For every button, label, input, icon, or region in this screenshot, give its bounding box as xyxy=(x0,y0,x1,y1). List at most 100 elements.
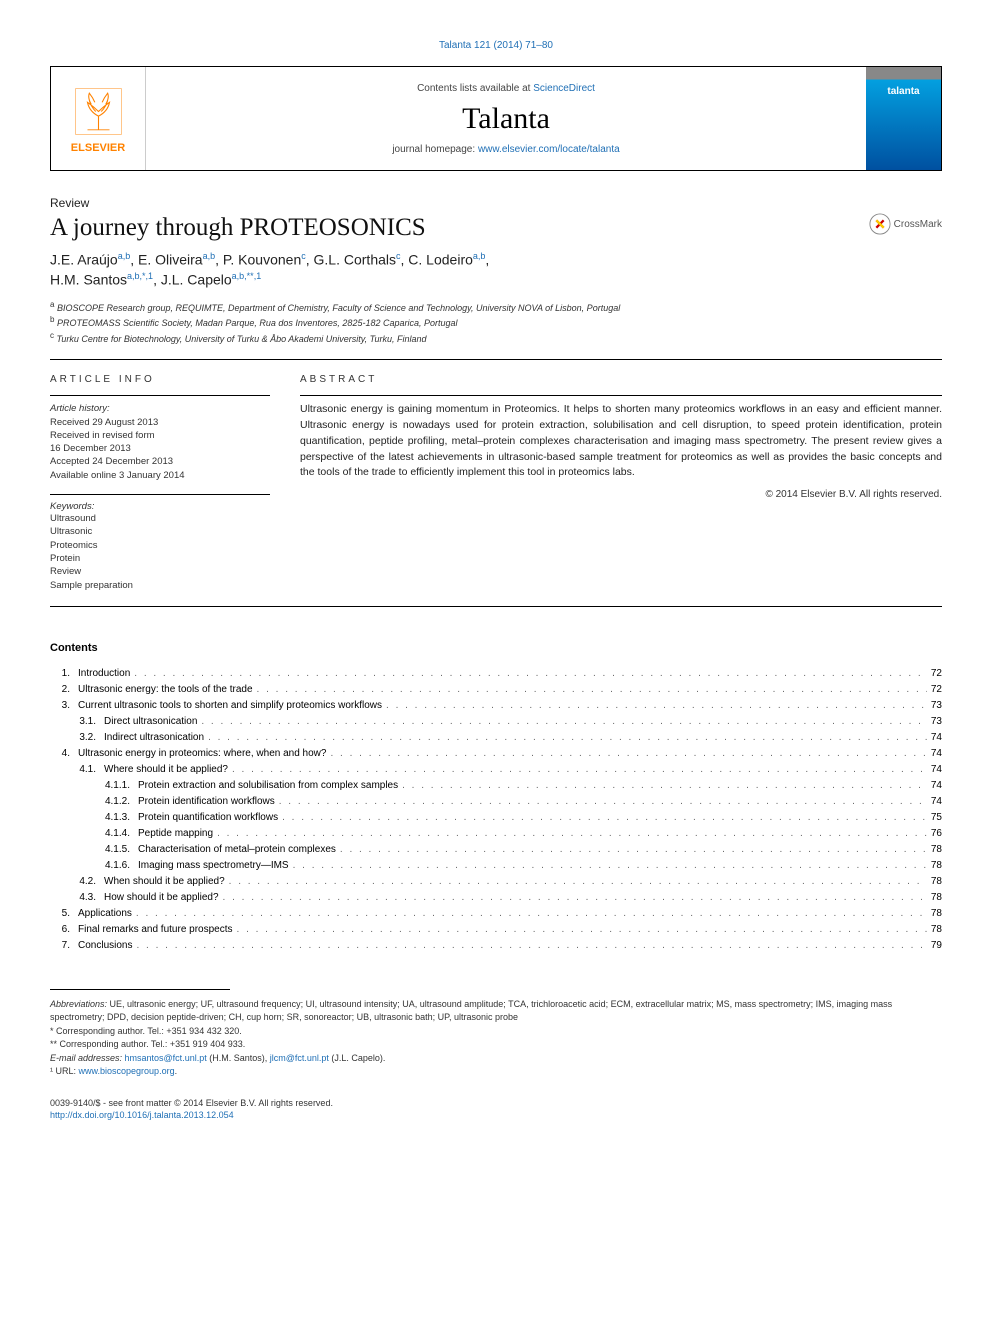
article-title: A journey through PROTEOSONICS xyxy=(50,214,942,242)
toc-title[interactable]: Direct ultrasonication xyxy=(104,714,197,730)
history-accepted: Accepted 24 December 2013 xyxy=(50,455,270,468)
author-6-aff[interactable]: a,b,*,1 xyxy=(127,271,153,281)
toc-title[interactable]: Conclusions xyxy=(78,938,132,954)
citation-link[interactable]: Talanta 121 (2014) 71–80 xyxy=(439,40,553,51)
toc-title[interactable]: Introduction xyxy=(78,666,130,682)
toc-page: 72 xyxy=(927,666,942,682)
toc-num: 4.1.1. xyxy=(50,778,138,794)
elsevier-tree-icon xyxy=(71,84,126,139)
contents-line: Contents lists available at ScienceDirec… xyxy=(146,83,866,94)
keyword-1: Ultrasound xyxy=(50,512,270,525)
contents-prefix: Contents lists available at xyxy=(417,83,533,94)
toc-title[interactable]: Ultrasonic energy: the tools of the trad… xyxy=(78,682,253,698)
author-5-aff[interactable]: a,b xyxy=(473,251,486,261)
toc-title[interactable]: Protein identification workflows xyxy=(138,794,275,810)
author-7-aff[interactable]: a,b,**,1 xyxy=(232,271,262,281)
keyword-6: Sample preparation xyxy=(50,579,270,592)
toc-page: 74 xyxy=(927,762,942,778)
toc-num: 5. xyxy=(50,906,78,922)
toc-row: 3.Current ultrasonic tools to shorten an… xyxy=(50,698,942,714)
toc-dots: . . . . . . . . . . . . . . . . . . . . … xyxy=(132,906,927,922)
toc-title[interactable]: Imaging mass spectrometry—IMS xyxy=(138,858,289,874)
author-2-aff[interactable]: a,b xyxy=(203,251,216,261)
toc-title[interactable]: Current ultrasonic tools to shorten and … xyxy=(78,698,382,714)
toc-title[interactable]: Protein quantification workflows xyxy=(138,810,278,826)
author-7: , J.L. Capelo xyxy=(153,272,232,288)
table-of-contents: 1.Introduction . . . . . . . . . . . . . … xyxy=(50,666,942,954)
toc-title[interactable]: Final remarks and future prospects xyxy=(78,922,233,938)
toc-title[interactable]: How should it be applied? xyxy=(104,890,219,906)
toc-row: 2.Ultrasonic energy: the tools of the tr… xyxy=(50,682,942,698)
url-label: ¹ URL: xyxy=(50,1066,79,1076)
abbrev-text: UE, ultrasonic energy; UF, ultrasound fr… xyxy=(50,999,892,1023)
divider-top xyxy=(50,359,942,360)
toc-num: 7. xyxy=(50,938,78,954)
affiliation-a: BIOSCOPE Research group, REQUIMTE, Depar… xyxy=(57,303,620,313)
sciencedirect-link[interactable]: ScienceDirect xyxy=(533,83,595,94)
toc-page: 74 xyxy=(927,794,942,810)
abbrev-label: Abbreviations: xyxy=(50,999,107,1009)
toc-page: 79 xyxy=(927,938,942,954)
doi-link[interactable]: http://dx.doi.org/10.1016/j.talanta.2013… xyxy=(50,1110,234,1120)
publisher-name: ELSEVIER xyxy=(71,142,125,154)
citation: Talanta 121 (2014) 71–80 xyxy=(50,40,942,51)
email-link-2[interactable]: jlcm@fct.unl.pt xyxy=(270,1053,329,1063)
toc-dots: . . . . . . . . . . . . . . . . . . . . … xyxy=(213,826,927,842)
crossmark-badge[interactable]: CrossMark xyxy=(869,213,942,235)
crossmark-icon xyxy=(869,213,891,235)
url-link[interactable]: www.bioscopegroup.org xyxy=(79,1066,175,1076)
abstract-divider xyxy=(300,395,942,396)
toc-row: 4.1.1.Protein extraction and solubilisat… xyxy=(50,778,942,794)
abstract-col: abstract Ultrasonic energy is gaining mo… xyxy=(300,374,942,592)
toc-title[interactable]: Peptide mapping xyxy=(138,826,213,842)
toc-num: 4.1.2. xyxy=(50,794,138,810)
toc-row: 3.2.Indirect ultrasonication. . . . . . … xyxy=(50,730,942,746)
email-label: E-mail addresses: xyxy=(50,1053,125,1063)
toc-title[interactable]: Characterisation of metal–protein comple… xyxy=(138,842,336,858)
toc-page: 78 xyxy=(927,906,942,922)
toc-title[interactable]: Protein extraction and solubilisation fr… xyxy=(138,778,398,794)
journal-header: ELSEVIER Contents lists available at Sci… xyxy=(50,66,942,171)
toc-num: 4.3. xyxy=(50,890,104,906)
keywords-divider xyxy=(50,494,270,495)
toc-dots: . . . . . . . . . . . . . . . . . . . . … xyxy=(132,938,926,954)
toc-title[interactable]: When should it be applied? xyxy=(104,874,225,890)
toc-num: 6. xyxy=(50,922,78,938)
divider-bottom xyxy=(50,606,942,607)
footer-bottom: 0039-9140/$ - see front matter © 2014 El… xyxy=(50,1097,942,1122)
toc-dots: . . . . . . . . . . . . . . . . . . . . … xyxy=(275,794,927,810)
homepage-link[interactable]: www.elsevier.com/locate/talanta xyxy=(478,144,620,155)
toc-dots: . . . . . . . . . . . . . . . . . . . . … xyxy=(233,922,927,938)
affiliation-c: Turku Centre for Biotechnology, Universi… xyxy=(57,334,427,344)
toc-title[interactable]: Where should it be applied? xyxy=(104,762,228,778)
toc-dots: . . . . . . . . . . . . . . . . . . . . … xyxy=(225,874,927,890)
toc-dots: . . . . . . . . . . . . . . . . . . . . … xyxy=(382,698,927,714)
journal-header-center: Contents lists available at ScienceDirec… xyxy=(146,67,866,170)
toc-dots: . . . . . . . . . . . . . . . . . . . . … xyxy=(197,714,927,730)
toc-title[interactable]: Applications xyxy=(78,906,132,922)
toc-num: 3.2. xyxy=(50,730,104,746)
toc-title[interactable]: Ultrasonic energy in proteomics: where, … xyxy=(78,746,326,762)
toc-dots: . . . . . . . . . . . . . . . . . . . . … xyxy=(398,778,927,794)
author-1-aff[interactable]: a,b xyxy=(118,251,131,261)
toc-num: 4.2. xyxy=(50,874,104,890)
toc-num: 4.1.4. xyxy=(50,826,138,842)
history-received: Received 29 August 2013 xyxy=(50,416,270,429)
footer-text: Abbreviations: UE, ultrasonic energy; UF… xyxy=(50,998,942,1079)
author-sep: , xyxy=(485,252,489,268)
toc-title[interactable]: Indirect ultrasonication xyxy=(104,730,204,746)
toc-page: 73 xyxy=(927,698,942,714)
url-suffix: . xyxy=(175,1066,178,1076)
toc-row: 4.1.4.Peptide mapping. . . . . . . . . .… xyxy=(50,826,942,842)
toc-dots: . . . . . . . . . . . . . . . . . . . . … xyxy=(326,746,926,762)
toc-page: 74 xyxy=(927,746,942,762)
email-link-1[interactable]: hmsantos@fct.unl.pt xyxy=(125,1053,207,1063)
toc-num: 1. xyxy=(50,666,78,682)
toc-row: 3.1.Direct ultrasonication. . . . . . . … xyxy=(50,714,942,730)
toc-row: 4.1.5.Characterisation of metal–protein … xyxy=(50,842,942,858)
publisher-logo[interactable]: ELSEVIER xyxy=(51,67,146,170)
issn-line: 0039-9140/$ - see front matter © 2014 El… xyxy=(50,1097,942,1110)
toc-num: 4.1.6. xyxy=(50,858,138,874)
cover-title: talanta xyxy=(887,86,919,97)
toc-num: 4. xyxy=(50,746,78,762)
